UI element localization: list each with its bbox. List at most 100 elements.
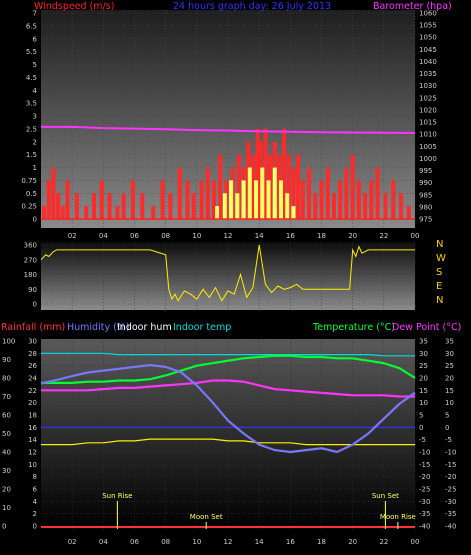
rain-tick-label: 22 [28,387,37,395]
barometer-tick-label: 1020 [419,106,437,114]
barometer-tick-label: 975 [419,216,432,224]
humidity-tick-label: 30 [2,467,11,475]
temp-tick-label: -10 [419,449,430,457]
x-tick-label: 10 [192,232,201,240]
gust-bar [331,193,336,219]
wind-tick-label: 2.5 [26,125,37,133]
compass-label: W [436,253,446,264]
avg-wind-bar [278,180,283,219]
indoor-temp-line [41,352,415,357]
barometer-tick-label: 1000 [419,155,437,163]
dew-tick-label: -35 [445,510,456,518]
wind-tick-label: 1.5 [26,151,37,159]
humidity-tick-label: 0 [2,523,6,531]
compass-label: N [436,239,443,250]
humidity-tick-label: 20 [2,486,11,494]
gust-bar [42,206,47,219]
dew-tick-label: -25 [445,486,456,494]
humidity-tick-label: 70 [2,393,11,401]
avg-wind-bar [260,167,265,219]
x-tick-label-bottom: 18 [317,538,326,546]
temp-tick-label: -35 [419,510,430,518]
temp-tick-label: -15 [419,461,430,469]
avg-wind-bar [266,180,271,219]
direction-tick-label: 180 [24,271,37,279]
event-label: Moon Rise [380,513,416,521]
gust-bar [60,206,65,219]
dew-tick-label: -10 [445,449,456,457]
x-tick-label-bottom: 14 [255,538,264,546]
barometer-tick-label: 1050 [419,34,437,42]
gust-bar [398,193,403,219]
temp-tick-label: 35 [419,338,428,346]
rain-tick-label: 8 [33,473,37,481]
gust-bar [307,167,312,219]
gust-bar [363,193,368,219]
rain-tick-label: 2 [33,510,37,518]
x-tick-label-bottom: 10 [192,538,201,546]
barometer-tick-label: 1035 [419,70,437,78]
dew-tick-label: -20 [445,473,456,481]
dew-tick-label: -30 [445,498,456,506]
wind-tick-label: 6 [33,35,38,43]
humidity-tick-label: 40 [2,449,11,457]
gust-bar [300,180,305,219]
direction-tick-label: 0 [33,301,37,309]
gust-bar [151,206,156,219]
gust-bar [191,193,196,219]
direction-tick-label: 360 [24,242,37,250]
gust-bar [369,180,374,219]
x-tick-label: 06 [130,232,139,240]
rain-tick-label: 10 [28,461,37,469]
x-tick-label: 18 [317,232,326,240]
temperature-label: Temperature (°C) [312,322,395,333]
x-tick-label-bottom: 08 [161,538,170,546]
gust-bar [250,154,255,219]
humidity-tick-label: 60 [2,412,11,420]
rain-tick-label: 14 [28,436,37,444]
rainfall-label: Rainfall (mm) [1,322,65,333]
wind-tick-label: 3 [33,113,37,121]
wind-tick-label: 2 [33,138,37,146]
temp-tick-label: 30 [419,350,428,358]
barometer-tick-label: 1015 [419,119,437,127]
gust-bar [313,193,318,219]
gust-bar [91,193,96,219]
barometer-line [41,125,416,134]
x-tick-label: 00 [411,232,420,240]
x-tick-label: 02 [68,232,77,240]
avg-wind-bar [247,167,252,219]
avg-wind-bar [235,193,240,219]
dew-tick-label: 35 [445,338,454,346]
direction-tick-label: 270 [24,256,37,264]
temp-tick-label: 15 [419,387,428,395]
gust-bar [383,193,388,219]
event-label: Moon Set [190,513,223,521]
gust-bar [107,193,112,219]
barometer-tick-label: 1040 [419,58,437,66]
humidity-label: Humidity (%) [67,322,130,333]
gust-bar [99,180,104,219]
gust-bar [296,154,301,219]
x-tick-label-bottom: 06 [130,538,139,546]
gust-bar [286,154,291,219]
event-label: Sun Set [372,492,399,500]
gust-bar [56,193,61,219]
gust-bar [51,167,56,219]
barometer-tick-label: 1045 [419,46,437,54]
wind-tick-label: 4.5 [26,74,37,82]
rain-tick-label: 6 [33,486,38,494]
temp-tick-label: 20 [419,375,428,383]
rain-tick-label: 0 [33,523,37,531]
temp-tick-label: 10 [419,399,428,407]
x-tick-label: 04 [99,232,108,240]
x-tick-label: 16 [286,232,295,240]
barometer-tick-label: 1005 [419,143,437,151]
avg-wind-bar [229,180,234,219]
x-tick-label-bottom: 20 [348,538,357,546]
gust-bar [236,154,241,219]
gust-bar [325,167,330,219]
x-tick-label-bottom: 04 [99,538,108,546]
temp-tick-label: 5 [419,412,423,420]
chart-title: 24 hours graph day: 26 July 2013 [173,1,331,12]
